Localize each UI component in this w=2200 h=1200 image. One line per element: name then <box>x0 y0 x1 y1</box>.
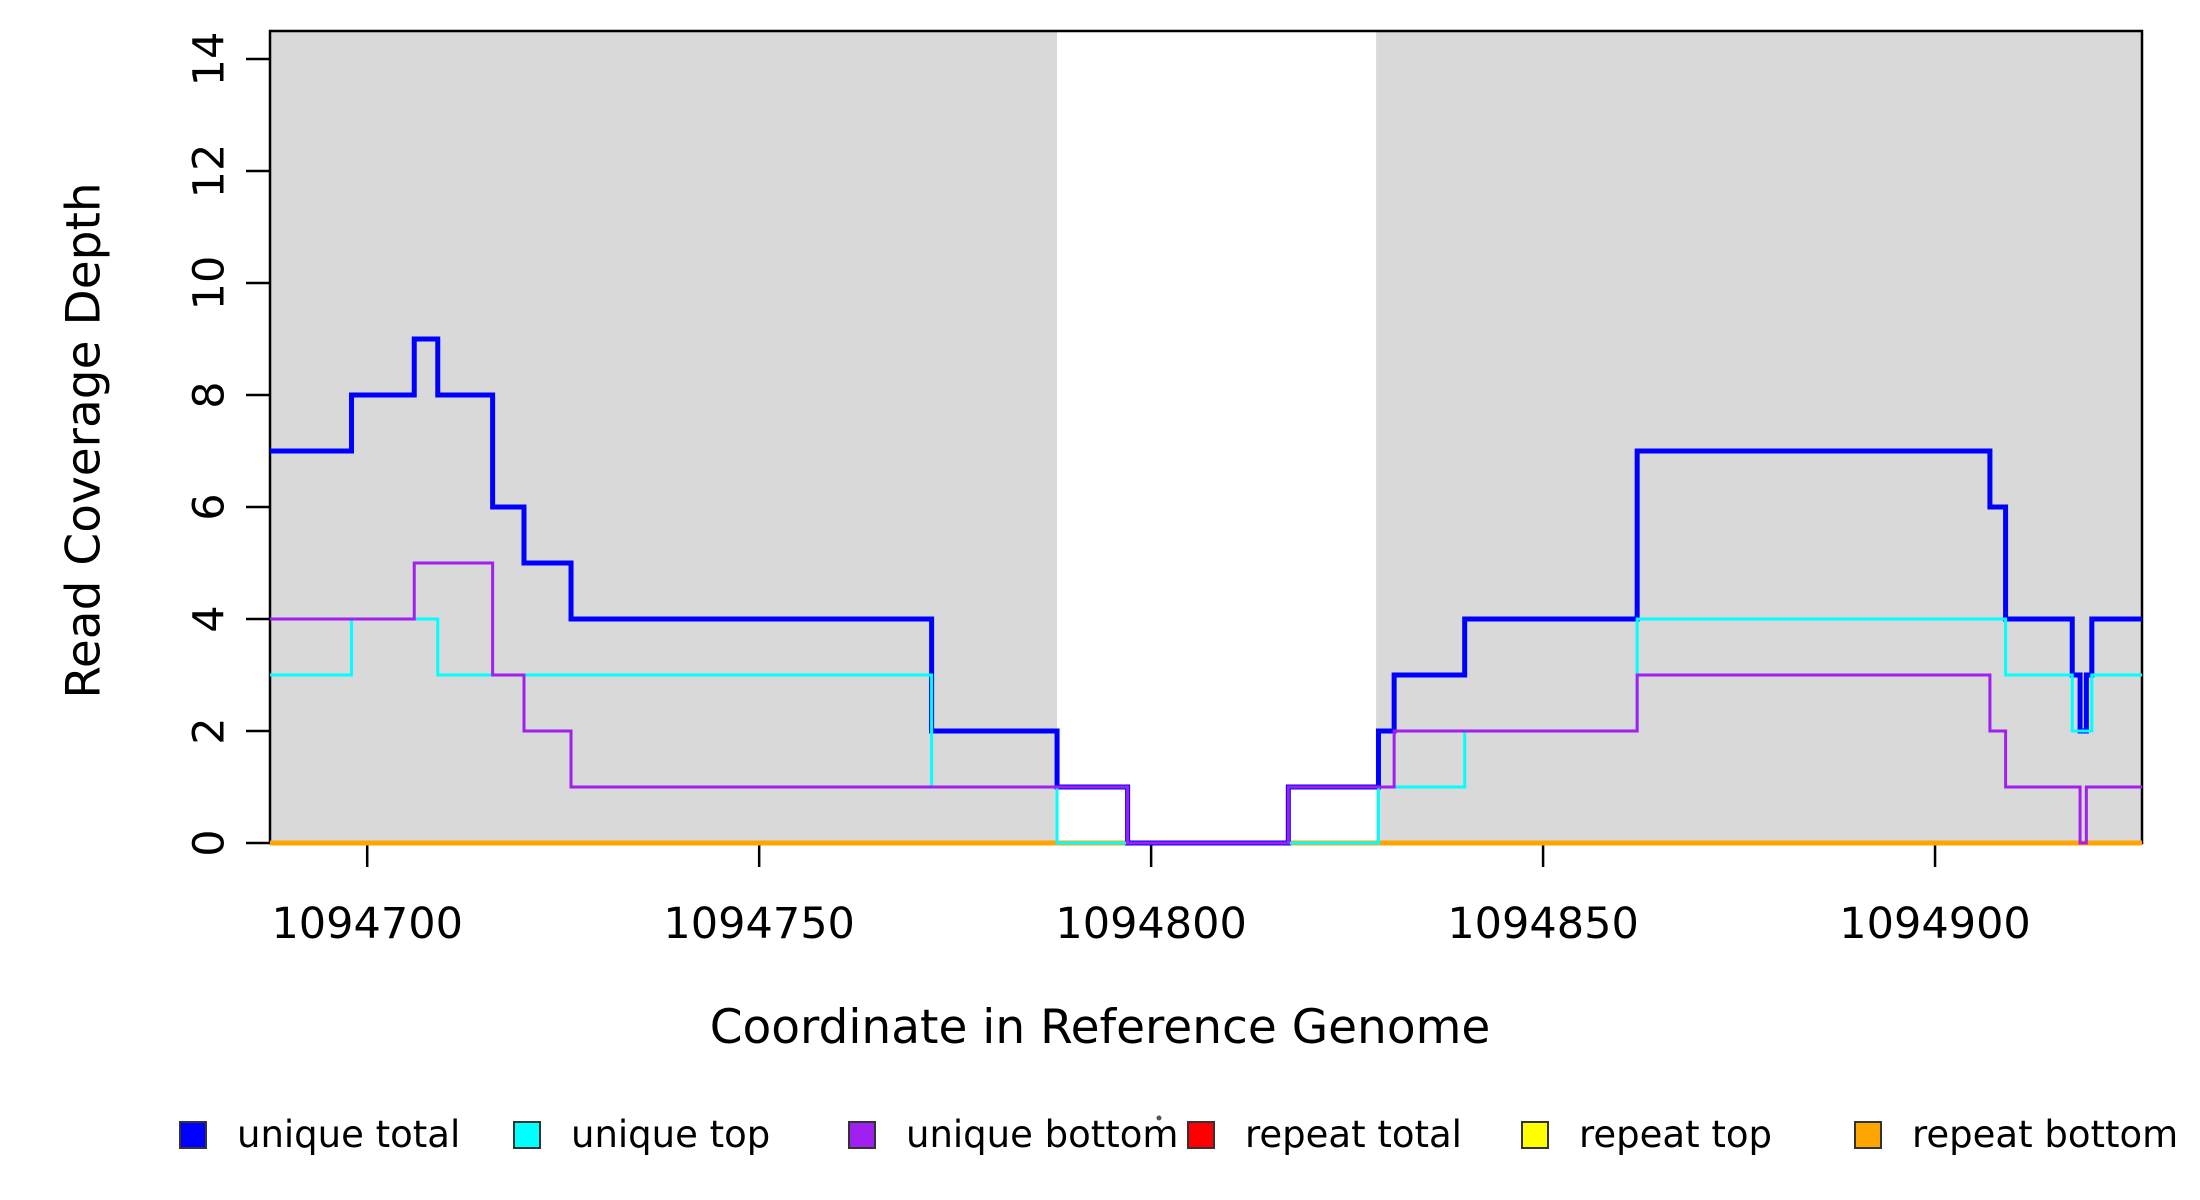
series-unique-top <box>270 617 2142 845</box>
y-tick-label: 4 <box>185 605 235 632</box>
legend-swatch-repeat-bottom <box>1854 1121 1882 1149</box>
x-tick-label: 1094800 <box>1055 899 1247 949</box>
legend-label-repeat-bottom: repeat bottom <box>1912 1113 2178 1156</box>
shaded-region <box>270 31 1058 843</box>
y-tick-label: 14 <box>185 32 235 87</box>
y-tick-label: 0 <box>185 829 235 856</box>
legend-label-unique-top: unique top <box>571 1113 770 1156</box>
legend-label-unique-bottom: unique bottom <box>906 1113 1178 1156</box>
legend-label-repeat-total: repeat total <box>1245 1113 1462 1156</box>
y-tick-label: 8 <box>185 381 235 408</box>
y-tick-label: 2 <box>185 717 235 744</box>
legend-swatch-unique-bottom <box>848 1121 876 1149</box>
y-tick-label: 10 <box>185 256 235 311</box>
legend-swatch-repeat-top <box>1521 1121 1549 1149</box>
legend-swatch-repeat-total <box>1187 1121 1215 1149</box>
x-tick-label: 1094700 <box>271 899 463 949</box>
series-unique-bottom <box>270 561 2142 845</box>
x-tick-label: 1094850 <box>1447 899 1639 949</box>
legend-label-repeat-top: repeat top <box>1579 1113 1772 1156</box>
y-axis-title: Read Coverage Depth <box>56 182 112 699</box>
legend-swatch-unique-top <box>513 1121 541 1149</box>
x-axis-title: Coordinate in Reference Genome <box>709 1000 1491 1055</box>
y-tick-label: 12 <box>185 144 235 199</box>
x-tick-label: 1094900 <box>1839 899 2031 949</box>
y-tick-label: 6 <box>185 493 235 520</box>
legend-swatch-unique-total <box>179 1121 207 1149</box>
shaded-region <box>1376 31 2142 843</box>
legend-label-unique-total: unique total <box>237 1113 460 1156</box>
x-tick-label: 1094750 <box>663 899 855 949</box>
stray-dot <box>1156 1115 1162 1121</box>
